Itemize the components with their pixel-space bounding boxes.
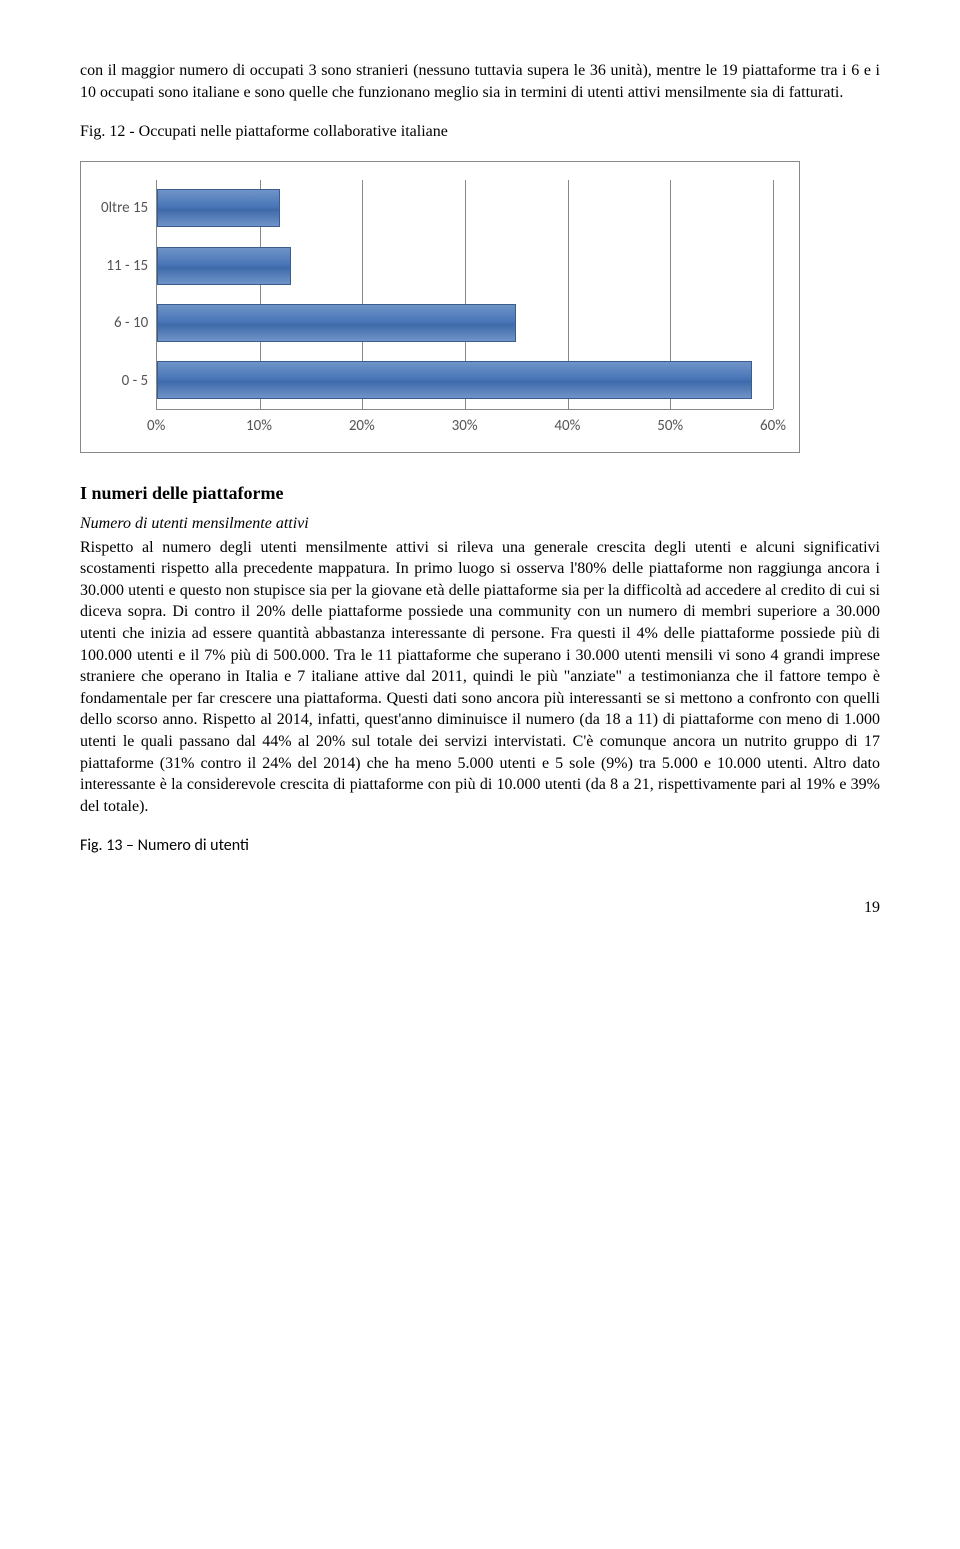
- chart-bar: [157, 247, 290, 285]
- xtick-label: 20%: [349, 416, 375, 436]
- ytick-label: 6 - 10: [114, 313, 148, 333]
- chart-y-labels: 0ltre 15 11 - 15 6 - 10 0 - 5: [101, 180, 156, 410]
- xtick-label: 50%: [657, 416, 683, 436]
- figure-13-caption: Fig. 13 – Numero di utenti: [80, 835, 880, 857]
- chart-bar-row: [157, 294, 773, 351]
- subsection-italic: Numero di utenti mensilmente attivi: [80, 513, 880, 535]
- chart-plot-area: [156, 180, 773, 410]
- chart-bar: [157, 361, 752, 399]
- xtick-label: 40%: [554, 416, 580, 436]
- section-heading: I numeri delle piattaforme: [80, 481, 880, 505]
- xtick-label: 30%: [452, 416, 478, 436]
- figure-12-caption: Fig. 12 - Occupati nelle piattaforme col…: [80, 121, 880, 143]
- chart-bar-row: [157, 237, 773, 294]
- chart-bar: [157, 189, 280, 227]
- ytick-label: 0 - 5: [122, 371, 149, 391]
- ytick-label: 11 - 15: [106, 256, 148, 276]
- xtick-label: 60%: [760, 416, 786, 436]
- chart-x-axis: 0%10%20%30%40%50%60%: [156, 416, 773, 438]
- chart-bar-row: [157, 180, 773, 237]
- page-number: 19: [80, 897, 880, 919]
- xtick-label: 10%: [246, 416, 272, 436]
- body-paragraph: Rispetto al numero degli utenti mensilme…: [80, 537, 880, 818]
- chart-bar-row: [157, 352, 773, 409]
- chart-gridline: [773, 180, 774, 409]
- intro-paragraph: con il maggior numero di occupati 3 sono…: [80, 60, 880, 103]
- figure-12-chart: 0ltre 15 11 - 15 6 - 10 0 - 5 0% 10% 20% 30…: [80, 161, 800, 453]
- xtick-label: 0%: [147, 416, 165, 436]
- chart-bar: [157, 304, 516, 342]
- ytick-label: 0ltre 15: [101, 198, 148, 218]
